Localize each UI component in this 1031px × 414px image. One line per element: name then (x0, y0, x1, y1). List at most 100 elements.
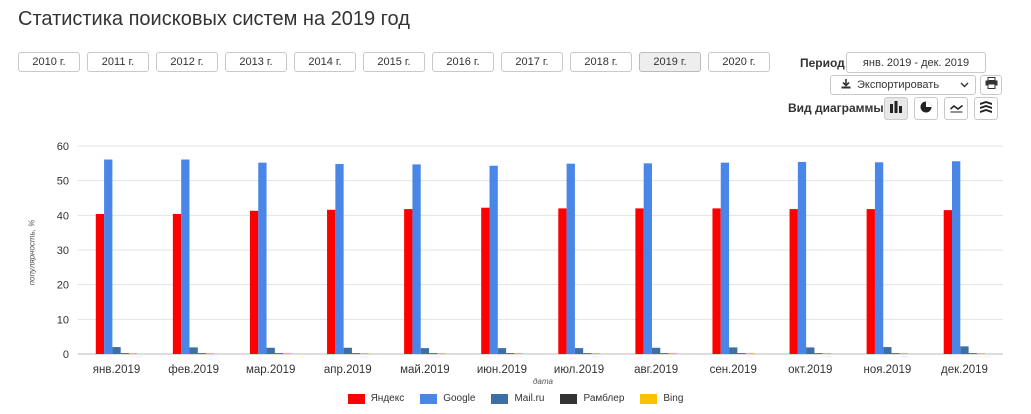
printer-icon (985, 76, 998, 94)
bar (960, 346, 969, 354)
bar (566, 163, 575, 354)
year-button[interactable]: 2012 г. (156, 52, 218, 72)
x-tick-label: май.2019 (400, 364, 450, 376)
bar (814, 353, 823, 354)
bar (797, 161, 807, 354)
bar (404, 209, 413, 354)
pie-chart-button[interactable] (914, 97, 938, 120)
chart-legend: Яндекс Google Mail.ru Рамблер Bing (0, 393, 1031, 404)
y-tick-label: 40 (57, 210, 69, 222)
chart-type-label: Вид диаграммы: (788, 101, 888, 115)
x-tick-label: фев.2019 (168, 364, 219, 376)
x-tick-label: мар.2019 (246, 364, 295, 376)
download-icon (841, 78, 851, 92)
y-tick-label: 0 (63, 349, 69, 361)
legend-item[interactable]: Яндекс (347, 393, 405, 404)
bar (128, 352, 138, 354)
page-title: Статистика поисковых систем на 2019 год (18, 8, 410, 30)
bar (497, 348, 507, 354)
x-tick-label: июл.2019 (554, 364, 604, 376)
bar (360, 352, 369, 354)
period-label: Период (800, 56, 845, 70)
y-tick-label: 50 (57, 176, 69, 188)
bar (651, 347, 661, 354)
bar (506, 353, 515, 354)
bar (181, 159, 190, 354)
x-axis-title: дата (533, 377, 553, 386)
bar (412, 164, 421, 354)
legend-label: Рамблер (583, 393, 625, 404)
bar (874, 162, 884, 354)
bar (120, 353, 129, 354)
legend-swatch (347, 393, 365, 404)
y-tick-label: 20 (57, 280, 69, 292)
bar (952, 161, 961, 354)
legend-swatch (420, 393, 438, 404)
bar (943, 210, 953, 354)
legend-item[interactable]: Mail.ru (491, 393, 544, 404)
bar (822, 352, 832, 354)
bar (806, 347, 815, 354)
year-button[interactable]: 2011 г. (87, 52, 149, 72)
legend-swatch (491, 393, 509, 404)
legend-swatch (640, 393, 658, 404)
year-button[interactable]: 2020 г. (708, 52, 770, 72)
x-tick-label: июн.2019 (477, 364, 527, 376)
year-button[interactable]: 2019 г. (639, 52, 701, 72)
line-chart-button[interactable] (944, 97, 968, 120)
bar (197, 353, 207, 354)
stacked-chart-button[interactable] (974, 97, 998, 120)
bar (891, 353, 900, 354)
bar (327, 209, 336, 354)
bar (489, 165, 498, 354)
legend-label: Яндекс (370, 393, 405, 404)
legend-item[interactable]: Рамблер (560, 393, 624, 404)
legend-label: Mail.ru (514, 393, 545, 404)
x-tick-label: ноя.2019 (863, 364, 911, 376)
bar (351, 353, 361, 354)
bar-chart-icon (890, 100, 902, 118)
bar (668, 352, 677, 354)
bar (745, 352, 754, 354)
export-label: Экспортировать (857, 79, 940, 91)
legend-label: Google (443, 393, 476, 404)
bar (112, 347, 121, 354)
bar (643, 163, 652, 354)
chevron-down-icon (960, 80, 969, 91)
legend-item[interactable]: Bing (640, 393, 683, 404)
period-input[interactable]: янв. 2019 - дек. 2019 (846, 52, 986, 73)
bar-chart-button[interactable] (884, 97, 908, 120)
legend-label: Bing (663, 393, 684, 404)
y-tick-label: 60 (57, 141, 69, 153)
export-dropdown[interactable]: Экспортировать (830, 75, 976, 95)
bar-chart: 0 10 20 30 40 50 60 янв.2019 фев.2019 мар.2019 апр… (57, 141, 1003, 376)
bar (104, 159, 113, 354)
x-tick-label: сен.2019 (710, 364, 757, 376)
print-button[interactable] (980, 75, 1002, 95)
bar (335, 164, 344, 354)
year-selector: 2010 г. 2011 г. 2012 г. 2013 г. 2014 г. 2015 … (18, 52, 770, 72)
bar (343, 347, 352, 354)
year-button[interactable]: 2014 г. (294, 52, 356, 72)
bar (720, 162, 730, 354)
year-button[interactable]: 2017 г. (501, 52, 563, 72)
year-button[interactable]: 2013 г. (225, 52, 287, 72)
bar (789, 209, 798, 354)
bar (172, 213, 182, 354)
bar (420, 348, 430, 354)
y-tick-label: 30 (57, 245, 69, 257)
stacked-chart-icon (980, 100, 992, 118)
legend-item[interactable]: Google (420, 393, 475, 404)
year-button[interactable]: 2016 г. (432, 52, 494, 72)
bar (95, 213, 105, 354)
bar (737, 353, 746, 354)
pie-chart-icon (920, 100, 932, 118)
year-button[interactable]: 2010 г. (18, 52, 80, 72)
x-tick-label: авг.2019 (634, 364, 678, 376)
year-button[interactable]: 2015 г. (363, 52, 425, 72)
bar (712, 208, 721, 354)
bar (899, 352, 909, 354)
bar (558, 208, 567, 354)
bar (591, 352, 600, 354)
year-button[interactable]: 2018 г. (570, 52, 632, 72)
